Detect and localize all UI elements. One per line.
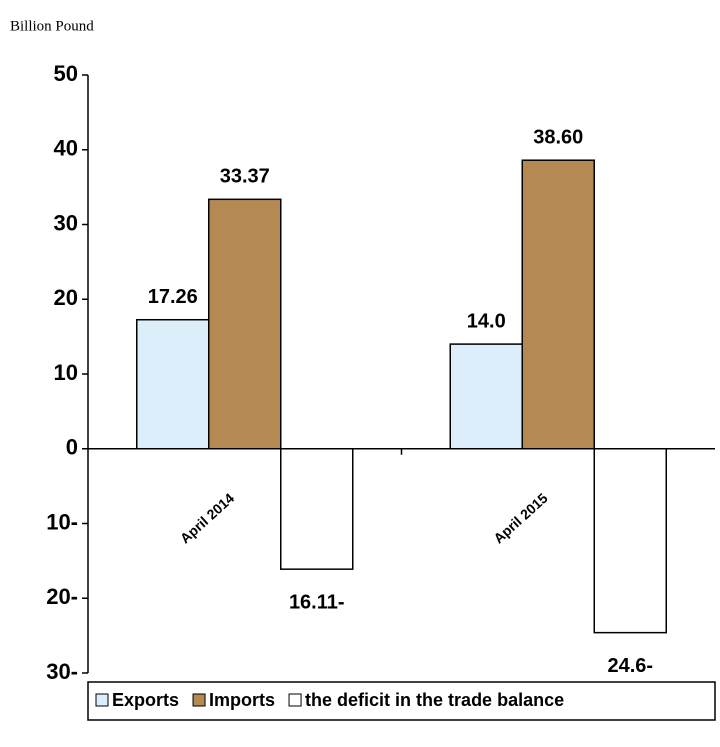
y-tick-label: 30- <box>46 659 78 684</box>
legend-swatch <box>192 693 206 707</box>
legend-swatch <box>95 693 109 707</box>
x-tick-label: April 2015 <box>490 490 551 547</box>
bar <box>280 448 354 570</box>
bar <box>136 318 210 450</box>
y-axis-label: Billion Pound <box>10 18 94 34</box>
y-tick-label: 20- <box>46 584 78 609</box>
value-label: 14.0 <box>467 310 506 332</box>
value-label: 33.37 <box>220 166 270 188</box>
y-tick-label: 20 <box>54 285 78 310</box>
value-label: 16.11- <box>289 591 345 613</box>
legend-box <box>87 681 716 721</box>
bar <box>449 343 523 450</box>
y-tick-label: 10 <box>54 360 78 385</box>
y-tick-label: 10- <box>46 509 78 534</box>
y-tick-label: 0 <box>66 435 78 460</box>
legend-label: Imports <box>209 690 275 710</box>
bar <box>208 198 282 450</box>
legend-label: the deficit in the trade balance <box>305 690 564 710</box>
bar <box>593 448 667 634</box>
legend-label: Exports <box>112 690 179 710</box>
y-tick-label: 30 <box>54 210 78 235</box>
value-label: 24.6- <box>607 655 653 677</box>
value-label: 38.60 <box>533 126 583 148</box>
legend-swatch <box>288 693 302 707</box>
value-label: 17.26 <box>148 286 198 308</box>
bar <box>521 159 595 450</box>
y-tick-label: 50 <box>54 61 78 86</box>
x-tick-label: April 2014 <box>177 490 238 547</box>
y-tick-label: 40 <box>54 136 78 161</box>
